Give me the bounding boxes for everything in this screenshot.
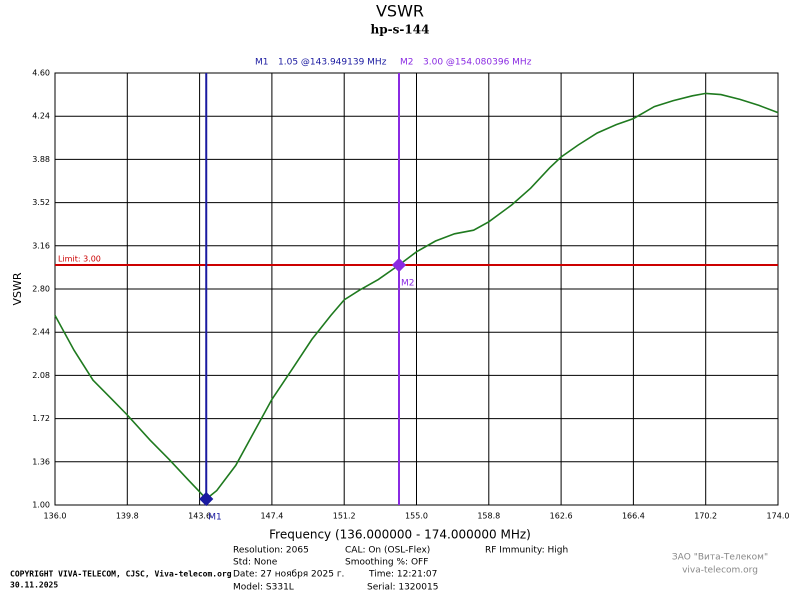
- y-tick-label: 4.24: [32, 112, 50, 121]
- copyright: COPYRIGHT VIVA-TELECOM, CJSC, Viva-telec…: [10, 569, 232, 579]
- x-tick-label: 155.0: [405, 512, 428, 521]
- y-tick-label: 1.72: [32, 414, 50, 423]
- chart-title: VSWR: [376, 2, 424, 21]
- y-tick-label: 2.80: [32, 285, 50, 294]
- info-text: Resolution: 2065: [233, 546, 309, 556]
- copyright-date: 30.11.2025: [10, 581, 58, 590]
- info-text: Time: 12:21:07: [368, 570, 437, 580]
- y-tick-label: 2.44: [32, 328, 50, 337]
- info-text: RF Immunity: High: [485, 546, 568, 556]
- info-text: Smoothing %: OFF: [345, 558, 428, 568]
- watermark: viva-telecom.org: [682, 566, 758, 576]
- limit-label: Limit: 3.00: [58, 255, 101, 264]
- y-tick-label: 1.00: [32, 501, 50, 510]
- y-tick-label: 4.60: [32, 69, 50, 78]
- marker-readout-name: M1: [255, 58, 269, 68]
- y-axis-label: VSWR: [11, 272, 24, 305]
- info-text: Std: None: [233, 558, 278, 568]
- x-tick-label: 147.4: [260, 512, 283, 521]
- x-tick-label: 174.0: [767, 512, 790, 521]
- info-text: Date: 27 ноября 2025 г.: [233, 570, 344, 580]
- vswr-line: [54, 92, 779, 501]
- y-tick-label: 2.08: [32, 371, 50, 380]
- marker-label: M2: [401, 279, 415, 289]
- y-tick-label: 3.88: [32, 155, 50, 164]
- marker-readout-name: M2: [400, 58, 414, 68]
- x-tick-label: 166.4: [622, 512, 645, 521]
- y-tick-label: 3.52: [32, 198, 50, 207]
- x-tick-label: 158.8: [477, 512, 500, 521]
- info-text: CAL: On (OSL-Flex): [345, 546, 430, 556]
- x-tick-label: 143.6: [188, 512, 211, 521]
- x-tick-label: 139.8: [116, 512, 139, 521]
- info-text: Serial: 1320015: [367, 583, 438, 593]
- marker-label: M1: [208, 513, 222, 523]
- marker-readout: 1.05 @143.949139 MHz: [278, 58, 387, 68]
- marker-point: [391, 257, 407, 273]
- chart-subtitle: hp-s-144: [371, 23, 430, 37]
- x-axis-label: Frequency (136.000000 - 174.000000 MHz): [269, 528, 531, 542]
- watermark: ЗАО "Вита-Телеком": [672, 553, 768, 563]
- y-tick-label: 1.36: [32, 457, 50, 466]
- x-tick-label: 151.2: [333, 512, 356, 521]
- info-text: Model: S331L: [233, 583, 294, 593]
- y-tick-label: 3.16: [32, 241, 50, 250]
- x-tick-label: 170.2: [694, 512, 717, 521]
- marker-point: [199, 491, 214, 507]
- marker-readout: 3.00 @154.080396 MHz: [423, 58, 532, 68]
- x-tick-label: 136.0: [44, 512, 67, 521]
- x-tick-label: 162.6: [550, 512, 573, 521]
